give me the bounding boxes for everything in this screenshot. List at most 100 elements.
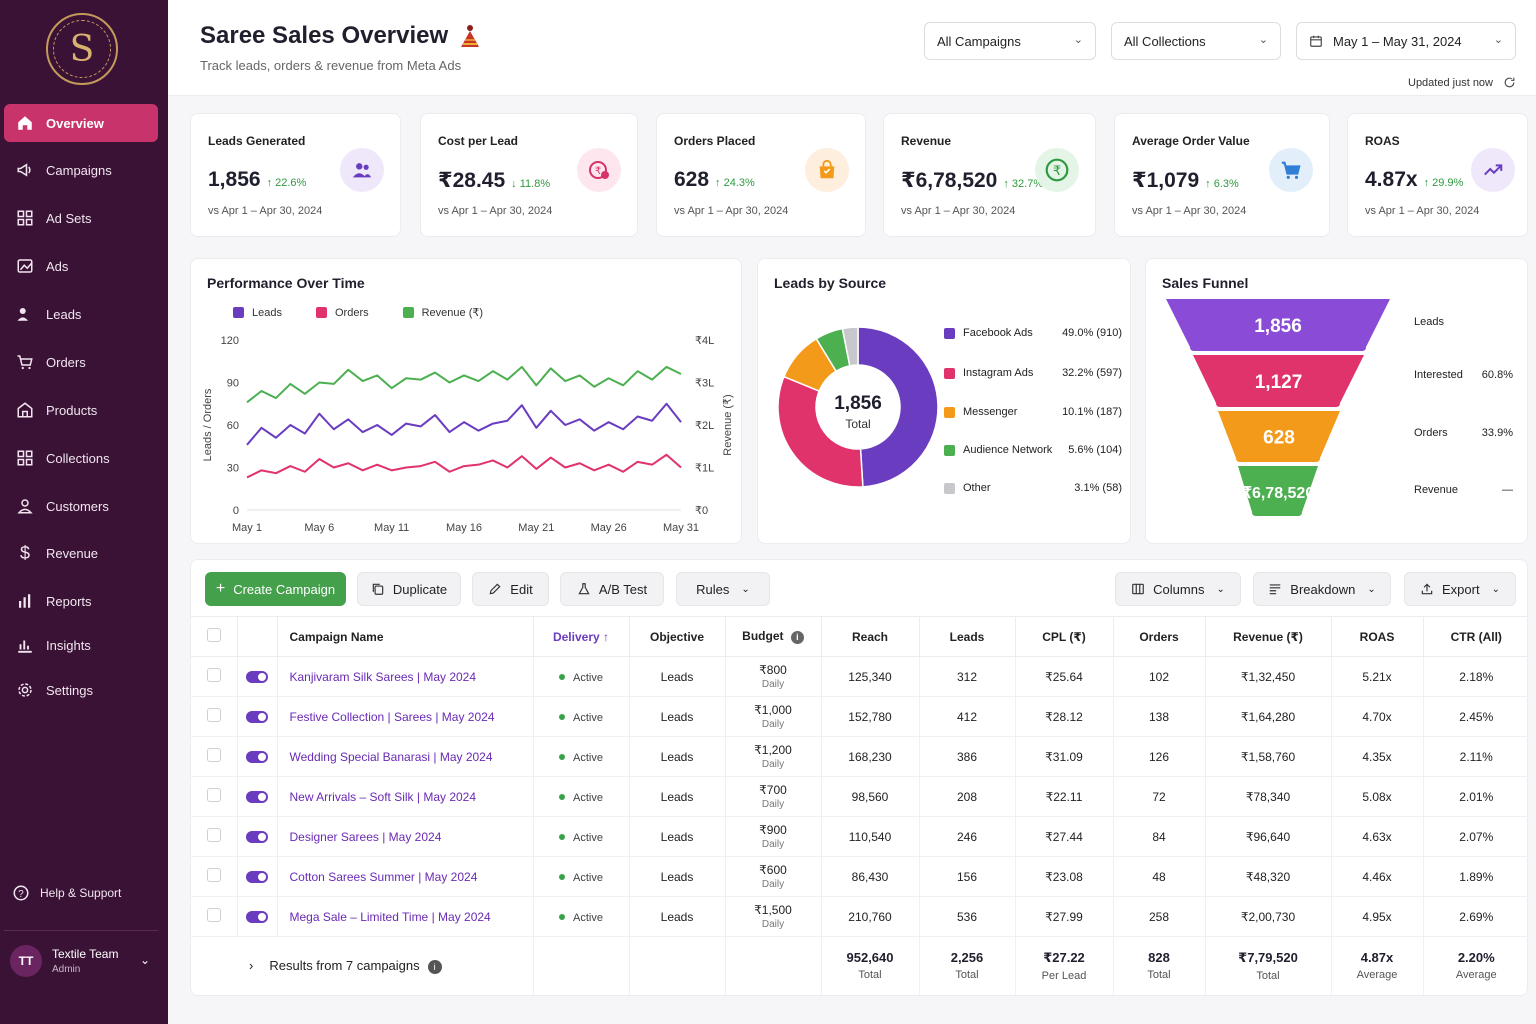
row-checkbox[interactable] bbox=[206, 828, 221, 842]
kpi-card-leads[interactable]: Leads Generated 1,856 ↑ 22.6% vs Apr 1 – … bbox=[190, 113, 401, 237]
column-header-delivery[interactable]: Delivery ↑ bbox=[533, 616, 630, 657]
table-row[interactable]: Cotton Sarees Summer | May 2024 Active Lea… bbox=[191, 856, 1529, 897]
funnel-stage[interactable] bbox=[1218, 411, 1340, 462]
campaign-name-link[interactable]: Festive Collection | Sarees | May 2024 bbox=[277, 696, 534, 737]
brand-logo[interactable]: S bbox=[46, 13, 118, 85]
sidebar-item-reports[interactable]: Reports bbox=[4, 582, 158, 620]
column-header-orders[interactable]: Orders bbox=[1113, 616, 1206, 657]
table-row[interactable]: New Arrivals – Soft Silk | May 2024 Activ… bbox=[191, 776, 1529, 817]
column-header-ctr[interactable]: CTR (All) bbox=[1423, 616, 1529, 657]
budget-cell[interactable]: ₹1,200 Daily bbox=[725, 736, 822, 777]
info-icon[interactable]: i bbox=[427, 959, 442, 974]
table-row[interactable]: Mega Sale – Limited Time | May 2024 Activ… bbox=[191, 896, 1529, 937]
row-checkbox[interactable] bbox=[206, 788, 221, 802]
campaign-name-link[interactable]: Designer Sarees | May 2024 bbox=[277, 816, 534, 857]
export-dropdown[interactable]: Export ⌄ bbox=[1404, 572, 1516, 606]
source-legend-item[interactable]: Messenger 10.1% (187) bbox=[944, 406, 1122, 418]
column-header-campaign-name[interactable]: Campaign Name bbox=[277, 616, 534, 657]
sidebar-item-ad-sets[interactable]: Ad Sets bbox=[4, 199, 158, 237]
campaign-name-link[interactable]: Cotton Sarees Summer | May 2024 bbox=[277, 856, 534, 897]
donut-slice[interactable] bbox=[841, 326, 859, 367]
budget-cell[interactable]: ₹800 Daily bbox=[725, 656, 822, 697]
chevron-right-icon[interactable]: › bbox=[249, 957, 254, 973]
create-campaign-button[interactable]: + Create Campaign bbox=[205, 572, 346, 606]
column-header-leads[interactable]: Leads bbox=[919, 616, 1016, 657]
kpi-card-aov[interactable]: Average Order Value ₹1,079 ↑ 6.3% vs Apr … bbox=[1114, 113, 1330, 237]
source-legend-item[interactable]: Facebook Ads 49.0% (910) bbox=[944, 327, 1122, 339]
campaign-toggle[interactable] bbox=[246, 791, 268, 804]
sidebar-item-collections[interactable]: Collections bbox=[4, 439, 158, 477]
source-legend-item[interactable]: Other 3.1% (58) bbox=[944, 482, 1122, 494]
campaign-toggle[interactable] bbox=[246, 751, 268, 764]
campaign-name-link[interactable]: Mega Sale – Limited Time | May 2024 bbox=[277, 896, 534, 937]
budget-cell[interactable]: ₹700 Daily bbox=[725, 776, 822, 817]
campaign-name-link[interactable]: Kanjivaram Silk Sarees | May 2024 bbox=[277, 656, 534, 697]
results-summary[interactable]: › Results from 7 campaigns i bbox=[237, 936, 534, 995]
user-menu[interactable]: TT Textile Team Admin ⌄ bbox=[4, 930, 158, 990]
breakdown-dropdown[interactable]: Breakdown ⌄ bbox=[1253, 572, 1391, 606]
legend-item-orders[interactable]: Orders bbox=[315, 306, 369, 319]
help-support-link[interactable]: ? Help & Support bbox=[12, 884, 121, 902]
table-row[interactable]: Festive Collection | Sarees | May 2024 Ac… bbox=[191, 696, 1529, 737]
kpi-card-orders[interactable]: Orders Placed 628 ↑ 24.3% vs Apr 1 – Apr … bbox=[656, 113, 866, 237]
sidebar-item-insights[interactable]: Insights bbox=[4, 626, 158, 664]
budget-cell[interactable]: ₹900 Daily bbox=[725, 816, 822, 857]
funnel-stage[interactable] bbox=[1238, 466, 1318, 516]
row-checkbox[interactable] bbox=[206, 668, 221, 682]
campaign-name-link[interactable]: New Arrivals – Soft Silk | May 2024 bbox=[277, 776, 534, 817]
sidebar-item-products[interactable]: Products bbox=[4, 391, 158, 429]
duplicate-button[interactable]: Duplicate bbox=[357, 572, 461, 606]
table-row[interactable]: Kanjivaram Silk Sarees | May 2024 Active L… bbox=[191, 656, 1529, 697]
sidebar-item-settings[interactable]: Settings bbox=[4, 671, 158, 709]
collection-filter-select[interactable]: All Collections ⌄ bbox=[1111, 22, 1281, 60]
rules-dropdown[interactable]: Rules ⌄ bbox=[676, 572, 770, 606]
row-checkbox[interactable] bbox=[206, 708, 221, 722]
series-line-revenue[interactable] bbox=[246, 365, 682, 404]
donut-slice[interactable] bbox=[777, 375, 864, 488]
select-all-checkbox[interactable] bbox=[206, 628, 221, 642]
row-checkbox[interactable] bbox=[206, 868, 221, 882]
budget-cell[interactable]: ₹600 Daily bbox=[725, 856, 822, 897]
campaign-toggle[interactable] bbox=[246, 671, 268, 684]
refresh-icon[interactable] bbox=[1503, 76, 1516, 89]
sidebar-item-leads[interactable]: Leads bbox=[4, 295, 158, 333]
columns-dropdown[interactable]: Columns ⌄ bbox=[1115, 572, 1241, 606]
kpi-card-roas[interactable]: ROAS 4.87x ↑ 29.9% vs Apr 1 – Apr 30, 202… bbox=[1347, 113, 1528, 237]
table-row[interactable]: Designer Sarees | May 2024 Active Leads ₹90… bbox=[191, 816, 1529, 857]
info-icon[interactable]: i bbox=[790, 630, 804, 644]
campaign-name-link[interactable]: Wedding Special Banarasi | May 2024 bbox=[277, 736, 534, 777]
sidebar-item-customers[interactable]: Customers bbox=[4, 487, 158, 525]
series-line-leads[interactable] bbox=[246, 402, 682, 446]
source-legend-item[interactable]: Instagram Ads 32.2% (597) bbox=[944, 367, 1122, 379]
funnel-stage[interactable] bbox=[1166, 299, 1390, 351]
campaign-filter-select[interactable]: All Campaigns ⌄ bbox=[924, 22, 1096, 60]
edit-button[interactable]: Edit bbox=[472, 572, 549, 606]
source-legend-item[interactable]: Audience Network 5.6% (104) bbox=[944, 444, 1122, 456]
campaign-toggle[interactable] bbox=[246, 911, 268, 924]
donut-slice[interactable] bbox=[857, 326, 939, 488]
sidebar-item-revenue[interactable]: $ Revenue bbox=[4, 534, 158, 572]
sidebar-item-overview[interactable]: Overview bbox=[4, 104, 158, 142]
column-header-reach[interactable]: Reach bbox=[821, 616, 920, 657]
funnel-stage[interactable] bbox=[1193, 355, 1364, 407]
budget-cell[interactable]: ₹1,500 Daily bbox=[725, 896, 822, 937]
row-checkbox[interactable] bbox=[206, 748, 221, 762]
legend-item-revenue[interactable]: Revenue (₹) bbox=[402, 306, 483, 319]
column-header-objective[interactable]: Objective bbox=[629, 616, 726, 657]
column-header-revenue[interactable]: Revenue (₹) bbox=[1205, 616, 1332, 657]
campaign-toggle[interactable] bbox=[246, 711, 268, 724]
row-checkbox[interactable] bbox=[206, 908, 221, 922]
column-header-budget[interactable]: Budget i bbox=[725, 616, 822, 657]
table-row[interactable]: Wedding Special Banarasi | May 2024 Activ… bbox=[191, 736, 1529, 777]
sidebar-item-orders[interactable]: Orders bbox=[4, 343, 158, 381]
budget-cell[interactable]: ₹1,000 Daily bbox=[725, 696, 822, 737]
sidebar-item-ads[interactable]: Ads bbox=[4, 247, 158, 285]
sidebar-item-campaigns[interactable]: Campaigns bbox=[4, 151, 158, 189]
kpi-card-revenue[interactable]: Revenue ₹6,78,520 ↑ 32.7% vs Apr 1 – Apr … bbox=[883, 113, 1096, 237]
campaign-toggle[interactable] bbox=[246, 871, 268, 884]
campaign-toggle[interactable] bbox=[246, 831, 268, 844]
series-line-orders[interactable] bbox=[246, 453, 682, 479]
column-header-cpl[interactable]: CPL (₹) bbox=[1015, 616, 1114, 657]
date-range-picker[interactable]: May 1 – May 31, 2024 ⌄ bbox=[1296, 22, 1516, 60]
kpi-card-cpl[interactable]: Cost per Lead ₹28.45 ↓ 11.8% vs Apr 1 – A… bbox=[420, 113, 638, 237]
